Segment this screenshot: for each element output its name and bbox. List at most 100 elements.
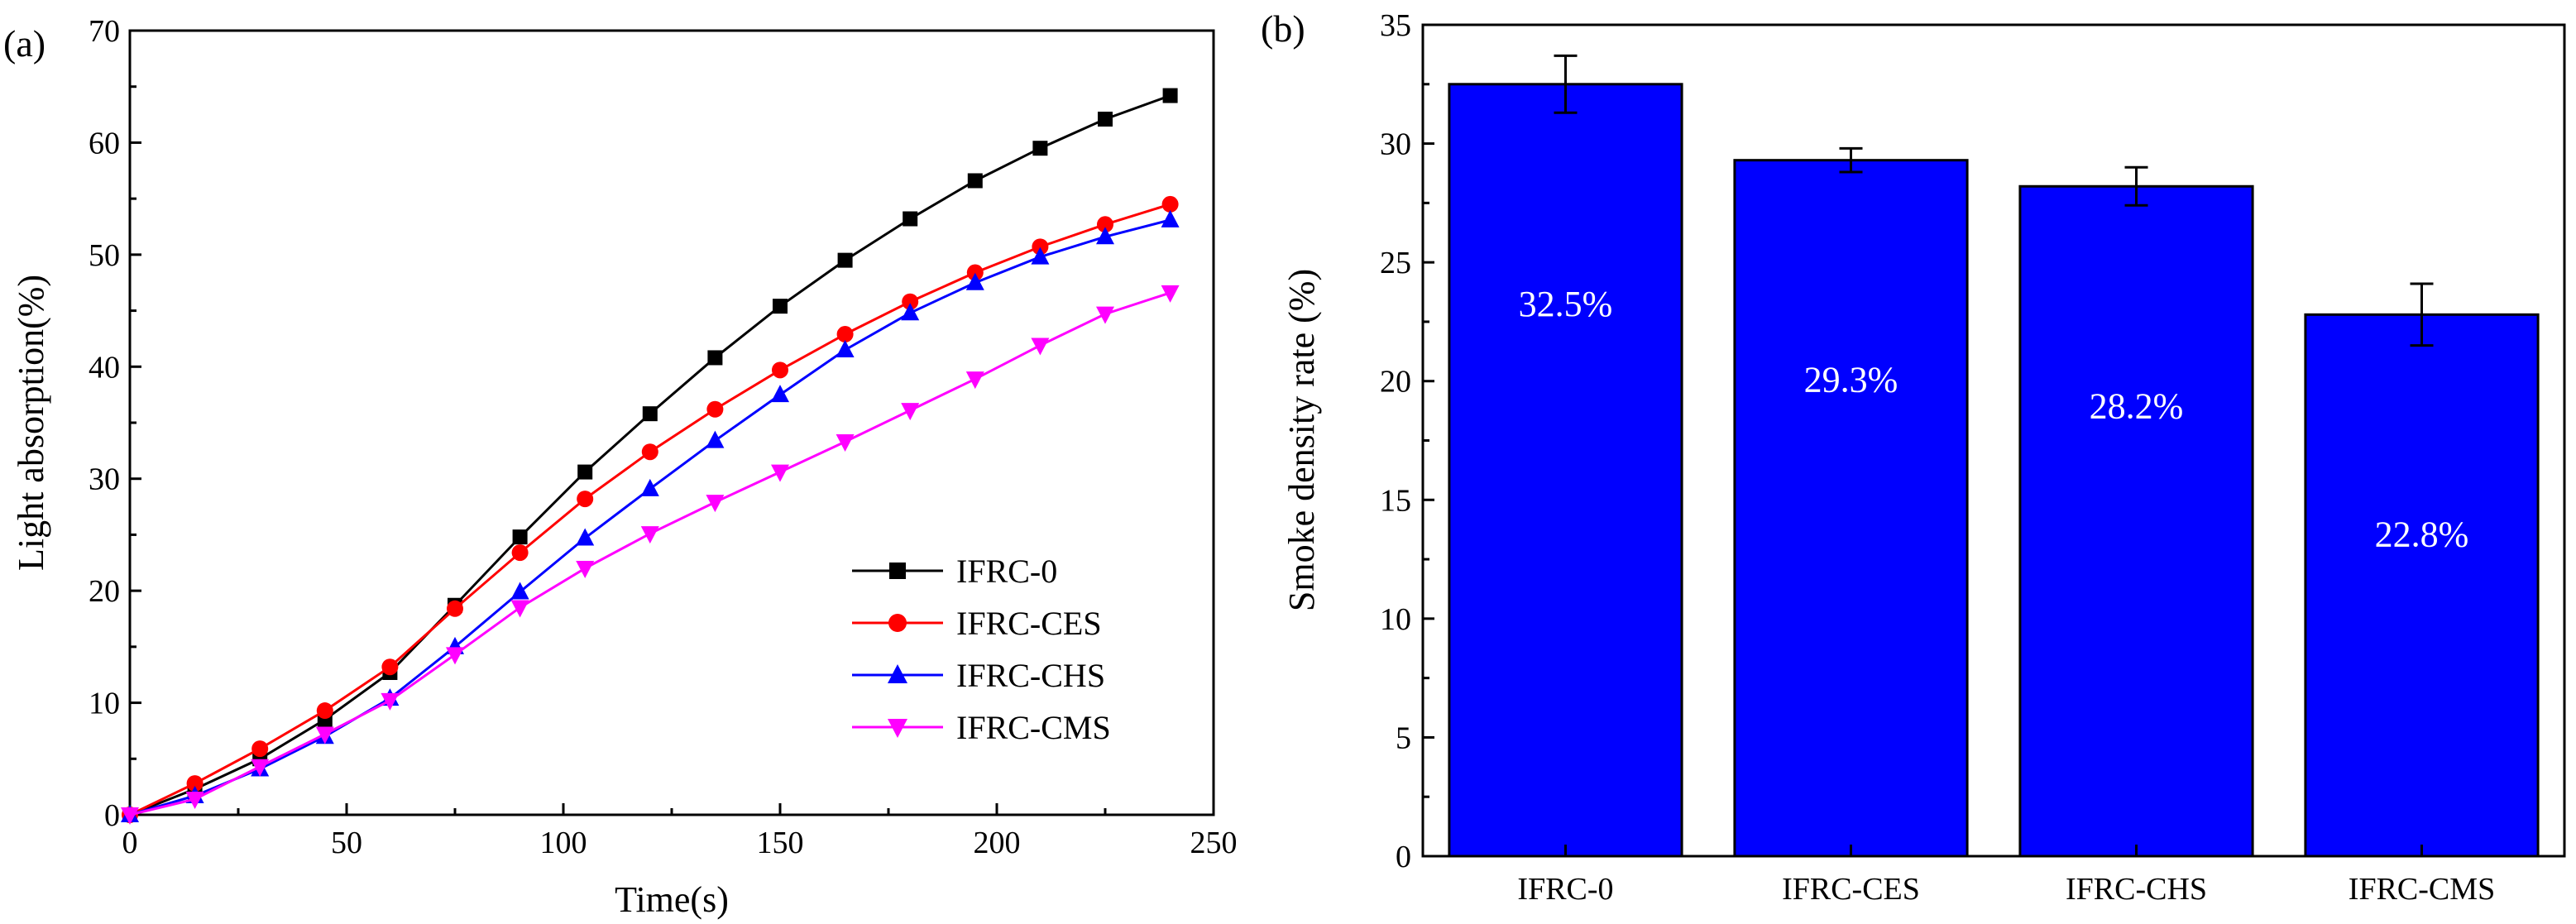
y-tick-label: 50 bbox=[89, 238, 120, 273]
bar-group-ifrc-ces: 29.3% bbox=[1733, 146, 1969, 858]
y-tick-label: 15 bbox=[1380, 483, 1411, 518]
panel-b: (b) 32.5%29.3%28.2%22.8% IFRC-0 IFRC-CES I… bbox=[1261, 7, 2566, 907]
series-ifrc-ces bbox=[122, 195, 1179, 823]
panel-a: (a) 0 50 100 150 200 250 0 10 20 30 40 50 60 70 Time(… bbox=[3, 14, 1238, 920]
data-point bbox=[577, 464, 593, 480]
data-point bbox=[706, 495, 725, 513]
x-tick-label: 200 bbox=[974, 826, 1021, 860]
y-tick-label: 0 bbox=[104, 798, 120, 833]
data-point bbox=[966, 264, 984, 281]
data-point bbox=[901, 403, 920, 421]
data-point bbox=[1161, 195, 1179, 213]
data-point bbox=[706, 400, 724, 418]
legend-label: IFRC-CES bbox=[956, 605, 1102, 642]
data-point bbox=[773, 299, 788, 314]
data-point bbox=[965, 272, 984, 290]
data-point bbox=[447, 600, 463, 617]
data-point bbox=[965, 371, 984, 390]
series-ifrc-cms bbox=[121, 285, 1180, 825]
panel-a-y-axis-title: Light absorption(%) bbox=[11, 275, 51, 571]
legend-entry: IFRC-CHS bbox=[852, 657, 1105, 694]
x-category-label: IFRC-CES bbox=[1782, 872, 1920, 907]
x-tick-label: 0 bbox=[122, 826, 138, 860]
y-tick-label: 20 bbox=[1380, 365, 1411, 400]
data-point bbox=[837, 252, 853, 268]
legend-label: IFRC-CHS bbox=[956, 657, 1105, 694]
series-ifrc-chs bbox=[121, 209, 1180, 822]
legend-label: IFRC-CMS bbox=[956, 709, 1111, 746]
legend-entry: IFRC-0 bbox=[852, 553, 1057, 590]
legend-entry: IFRC-CMS bbox=[852, 709, 1111, 746]
bar bbox=[2018, 184, 2254, 858]
data-point bbox=[1031, 338, 1050, 356]
data-point bbox=[251, 759, 270, 777]
data-point bbox=[577, 491, 594, 508]
data-point bbox=[902, 293, 919, 310]
y-tick-label: 60 bbox=[89, 126, 120, 160]
legend-marker bbox=[888, 614, 907, 632]
x-tick-label: 100 bbox=[540, 826, 587, 860]
bar-group-ifrc-cms: 22.8% bbox=[2304, 282, 2540, 858]
bar-value-label: 22.8% bbox=[2375, 514, 2469, 554]
y-tick-label: 20 bbox=[89, 574, 120, 609]
x-category-label: IFRC-0 bbox=[1517, 872, 1613, 907]
data-point bbox=[641, 443, 658, 461]
panel-a-legend: IFRC-0 IFRC-CES IFRC-CHS IFRC-CMS bbox=[852, 553, 1111, 746]
data-point bbox=[901, 303, 920, 321]
panel-a-label: (a) bbox=[3, 22, 45, 65]
bar-group-ifrc-chs: 28.2% bbox=[2018, 165, 2254, 858]
bar bbox=[1448, 83, 1683, 858]
panel-b-y-axis-title: Smoke density rate (%) bbox=[1281, 269, 1322, 611]
data-point bbox=[1096, 227, 1114, 245]
data-point bbox=[1097, 216, 1113, 233]
y-tick-label: 10 bbox=[1380, 602, 1411, 637]
data-point bbox=[381, 692, 400, 711]
data-point bbox=[1161, 209, 1180, 227]
data-point bbox=[510, 600, 529, 618]
bar-value-label: 29.3% bbox=[1804, 360, 1898, 400]
data-point bbox=[512, 529, 528, 545]
data-point bbox=[316, 702, 333, 720]
y-tick-label: 30 bbox=[89, 462, 120, 497]
legend-entry: IFRC-CES bbox=[852, 605, 1102, 642]
bar bbox=[1733, 159, 1969, 858]
y-tick-label: 40 bbox=[89, 350, 120, 385]
data-point bbox=[1096, 306, 1114, 324]
y-tick-label: 5 bbox=[1396, 721, 1411, 755]
data-point bbox=[446, 647, 464, 665]
legend-marker bbox=[888, 719, 907, 738]
data-point bbox=[903, 211, 918, 227]
data-point bbox=[251, 740, 269, 758]
data-point bbox=[836, 434, 855, 452]
data-point bbox=[510, 582, 529, 600]
data-point bbox=[1032, 141, 1048, 156]
y-tick-label: 25 bbox=[1380, 246, 1411, 280]
y-tick-label: 10 bbox=[89, 687, 120, 721]
panel-b-ticks: IFRC-0 IFRC-CES IFRC-CHS IFRC-CMS 0 5 10 15 20 25… bbox=[1380, 8, 2495, 907]
data-point bbox=[186, 775, 203, 792]
bar-value-label: 32.5% bbox=[1519, 284, 1613, 324]
data-point bbox=[771, 464, 789, 482]
x-tick-label: 50 bbox=[331, 826, 362, 860]
panel-b-bars: 32.5% 29.3% 28.2% 22.8% bbox=[1448, 54, 2540, 858]
data-point bbox=[836, 326, 854, 343]
bar-value-label: 28.2% bbox=[2090, 385, 2184, 426]
x-category-label: IFRC-CHS bbox=[2066, 872, 2207, 907]
data-point bbox=[1031, 247, 1050, 265]
data-point bbox=[1161, 285, 1180, 303]
panel-a-ticks: 0 50 100 150 200 250 0 10 20 30 40 50 60 70 bbox=[89, 14, 1238, 860]
data-point bbox=[640, 526, 659, 544]
data-point bbox=[836, 339, 855, 357]
data-point bbox=[121, 807, 139, 825]
data-point bbox=[1098, 111, 1113, 127]
data-point bbox=[576, 561, 595, 579]
y-tick-label: 35 bbox=[1380, 8, 1411, 43]
panel-a-series bbox=[121, 88, 1180, 825]
data-point bbox=[771, 385, 789, 403]
data-point bbox=[640, 478, 659, 496]
data-point bbox=[967, 173, 983, 189]
y-tick-label: 0 bbox=[1396, 840, 1411, 874]
panel-a-plot-frame bbox=[128, 29, 1215, 816]
data-point bbox=[576, 528, 595, 546]
panel-a-x-axis-title: Time(s) bbox=[615, 879, 729, 920]
